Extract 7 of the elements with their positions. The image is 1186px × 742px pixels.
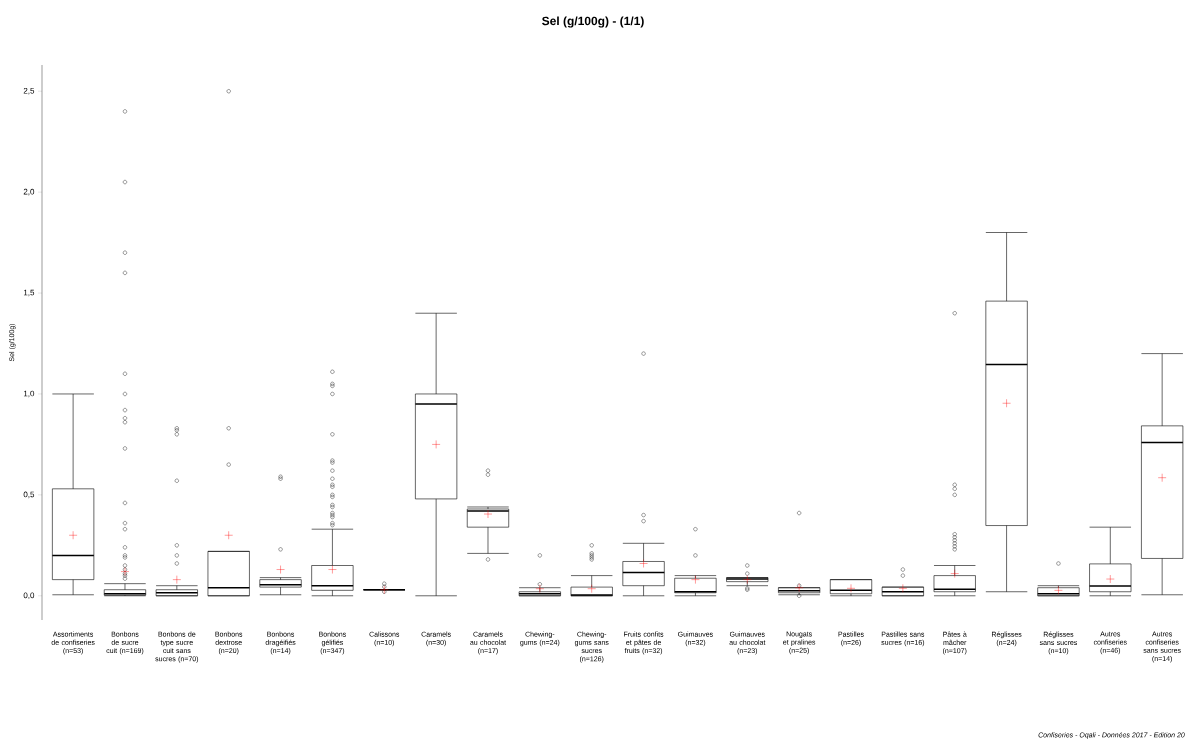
chart-title: Sel (g/100g) - (1/1) bbox=[542, 16, 644, 28]
y-tick-label: 0,0 bbox=[23, 592, 35, 600]
y-tick-label: 1,5 bbox=[23, 289, 35, 297]
y-tick-label: 1,0 bbox=[23, 390, 35, 398]
y-tick-label: 2,0 bbox=[23, 188, 35, 196]
y-tick-label: 2,5 bbox=[23, 87, 35, 95]
y-tick-label: 0,5 bbox=[23, 491, 35, 499]
